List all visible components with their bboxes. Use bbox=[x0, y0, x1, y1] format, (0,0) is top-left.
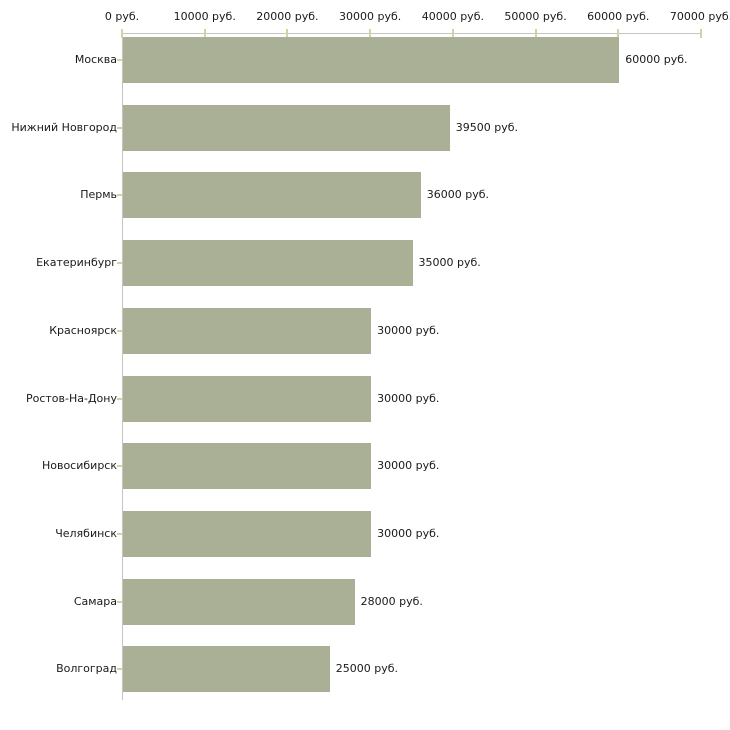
category-tick bbox=[117, 397, 122, 400]
x-axis-tick-label: 10000 руб. bbox=[173, 10, 236, 23]
x-axis-line bbox=[122, 33, 702, 34]
x-axis-tick bbox=[534, 29, 537, 38]
bar bbox=[123, 646, 330, 693]
value-label: 25000 руб. bbox=[335, 662, 399, 676]
value-label: 30000 руб. bbox=[377, 526, 440, 540]
category-label: Екатеринбург bbox=[36, 256, 117, 270]
value-label: 36000 руб. bbox=[426, 188, 490, 202]
bar bbox=[123, 37, 620, 83]
bar bbox=[123, 172, 421, 219]
value-label: 60000 руб. bbox=[625, 53, 688, 66]
value-label: 39500 руб. bbox=[455, 120, 518, 134]
x-axis-tick bbox=[451, 29, 454, 38]
x-axis-tick bbox=[700, 29, 702, 38]
value-label: 30000 руб. bbox=[377, 459, 440, 473]
x-axis-tick-label: 50000 руб. bbox=[504, 10, 567, 23]
x-axis-tick bbox=[286, 29, 289, 38]
value-label: 30000 руб. bbox=[377, 391, 440, 405]
category-label: Челябинск bbox=[55, 526, 117, 540]
category-label: Москва bbox=[74, 53, 117, 66]
x-axis-tick-label: 30000 руб. bbox=[339, 10, 402, 23]
category-label: Нижний Новгород bbox=[11, 120, 117, 134]
x-axis-tick-label: 40000 руб. bbox=[421, 10, 484, 23]
category-label: Новосибирск bbox=[41, 459, 117, 473]
x-axis-tick-label: 20000 руб. bbox=[256, 10, 319, 23]
category-tick bbox=[117, 668, 122, 671]
category-tick bbox=[117, 194, 122, 197]
bar bbox=[123, 443, 372, 490]
x-axis-tick bbox=[369, 29, 372, 38]
x-axis-tick bbox=[203, 29, 206, 38]
bar bbox=[123, 510, 372, 557]
bar bbox=[123, 375, 372, 422]
category-tick bbox=[117, 600, 122, 603]
bar bbox=[123, 240, 413, 287]
value-label: 35000 руб. bbox=[418, 256, 481, 270]
category-label: Волгоград bbox=[56, 662, 117, 676]
category-label: Самара bbox=[73, 594, 117, 608]
y-axis-line bbox=[122, 33, 123, 700]
category-label: Пермь bbox=[80, 188, 117, 202]
category-tick bbox=[117, 532, 122, 535]
value-label: 28000 руб. bbox=[360, 594, 423, 608]
x-axis-tick-label: 0 руб. bbox=[104, 10, 140, 23]
category-tick bbox=[117, 465, 122, 468]
category-tick bbox=[117, 126, 122, 129]
x-axis-tick bbox=[617, 29, 620, 38]
value-label: 30000 руб. bbox=[377, 323, 440, 337]
category-tick bbox=[117, 329, 122, 332]
x-axis-tick-label: 60000 руб. bbox=[587, 10, 650, 23]
bar bbox=[123, 307, 372, 354]
category-tick bbox=[117, 59, 122, 61]
bar bbox=[123, 104, 450, 151]
category-label: Ростов-На-Дону bbox=[25, 391, 117, 405]
category-label: Красноярск bbox=[49, 323, 117, 337]
x-axis-tick-label: 70000 руб. bbox=[669, 10, 730, 23]
category-tick bbox=[117, 262, 122, 265]
x-axis-tick bbox=[121, 29, 123, 38]
bar bbox=[123, 578, 355, 625]
